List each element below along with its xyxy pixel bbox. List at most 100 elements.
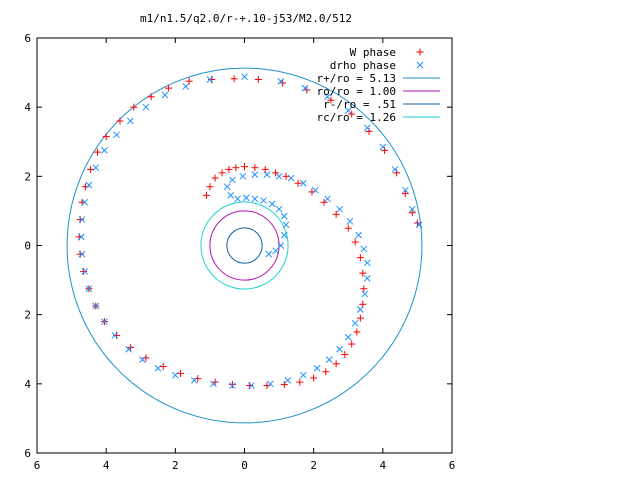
data-point	[267, 380, 274, 388]
data-point	[159, 363, 167, 371]
data-point	[92, 302, 100, 310]
series-drho-phase	[77, 73, 423, 389]
data-point	[202, 191, 210, 199]
data-point	[78, 216, 86, 223]
legend-swatch	[416, 61, 424, 69]
x-tick-label: 2	[172, 459, 179, 472]
data-point	[353, 328, 361, 336]
data-point	[218, 169, 226, 177]
data-point	[85, 181, 93, 189]
data-point	[81, 268, 89, 275]
data-point	[357, 306, 364, 313]
data-point	[360, 245, 368, 253]
y-tick-label: 4	[24, 378, 31, 391]
data-point	[348, 340, 356, 348]
data-point	[76, 216, 84, 224]
x-tick-label: 6	[34, 459, 41, 472]
x-tick-label: 2	[310, 459, 317, 472]
chart-marks	[66, 67, 423, 424]
data-point	[277, 77, 285, 85]
circle-ro	[209, 210, 280, 281]
data-point	[116, 117, 124, 125]
data-point	[191, 377, 198, 384]
data-point	[275, 205, 283, 213]
data-point	[356, 314, 364, 322]
data-point	[154, 364, 162, 372]
data-point	[254, 76, 262, 83]
data-point	[260, 197, 267, 204]
data-point	[336, 345, 343, 353]
data-point	[336, 205, 343, 213]
data-point	[227, 192, 235, 199]
y-tick-label: 6	[24, 447, 31, 460]
data-point	[415, 221, 423, 229]
data-point	[113, 331, 121, 339]
data-point	[313, 364, 321, 372]
data-point	[363, 259, 371, 267]
x-tick-label: 4	[380, 459, 387, 472]
data-point	[351, 238, 359, 246]
data-point	[324, 195, 331, 203]
data-point	[232, 164, 240, 172]
legend-entry: ro/ro = 1.00	[317, 85, 440, 98]
data-point	[275, 172, 283, 180]
data-point	[320, 198, 328, 206]
data-point	[408, 209, 416, 217]
data-point	[325, 356, 333, 363]
data-point	[346, 217, 354, 225]
data-point	[206, 76, 214, 83]
data-point	[344, 224, 352, 232]
data-point	[223, 183, 231, 191]
data-point	[230, 75, 238, 83]
data-point	[265, 250, 273, 258]
data-point	[359, 269, 367, 277]
legend-label: r+/ro = 5.13	[317, 72, 396, 85]
data-point	[332, 360, 340, 368]
data-point	[241, 73, 248, 81]
data-point	[268, 200, 276, 208]
legend-entry: r-/ro = .51	[323, 98, 440, 111]
data-point	[251, 171, 259, 178]
data-point	[92, 164, 100, 172]
data-point	[277, 242, 285, 249]
data-point	[127, 117, 134, 125]
data-point	[228, 381, 236, 389]
data-point	[242, 194, 250, 202]
data-point	[272, 169, 280, 177]
data-point	[351, 319, 359, 327]
data-point	[147, 93, 155, 101]
data-point	[356, 254, 364, 262]
data-point	[185, 77, 193, 85]
data-point	[81, 198, 89, 206]
data-point	[94, 148, 102, 156]
data-point	[360, 285, 368, 293]
data-point	[280, 212, 288, 220]
data-point	[251, 195, 259, 203]
data-point	[348, 110, 356, 118]
y-tick-label: 0	[24, 240, 31, 253]
legend-entry: rc/ro = 1.26	[317, 111, 440, 124]
legend-label: r-/ro = .51	[323, 98, 396, 111]
data-point	[341, 350, 349, 358]
data-point	[76, 250, 84, 258]
legend-entry: r+/ro = 5.13	[317, 72, 440, 85]
data-point	[210, 380, 217, 388]
x-tick-label: 4	[103, 459, 110, 472]
data-point	[177, 369, 185, 377]
data-point	[361, 290, 369, 298]
data-point	[299, 179, 307, 187]
data-point	[272, 247, 279, 255]
data-point	[294, 179, 302, 187]
data-point	[332, 210, 340, 218]
data-point	[280, 231, 288, 239]
data-point	[85, 285, 93, 293]
data-point	[101, 147, 108, 154]
data-point	[324, 93, 331, 101]
data-point	[344, 333, 352, 341]
legend-entry: W phase	[350, 46, 424, 59]
data-point	[296, 378, 304, 386]
data-point	[301, 84, 309, 92]
legend-label: W phase	[350, 46, 396, 59]
